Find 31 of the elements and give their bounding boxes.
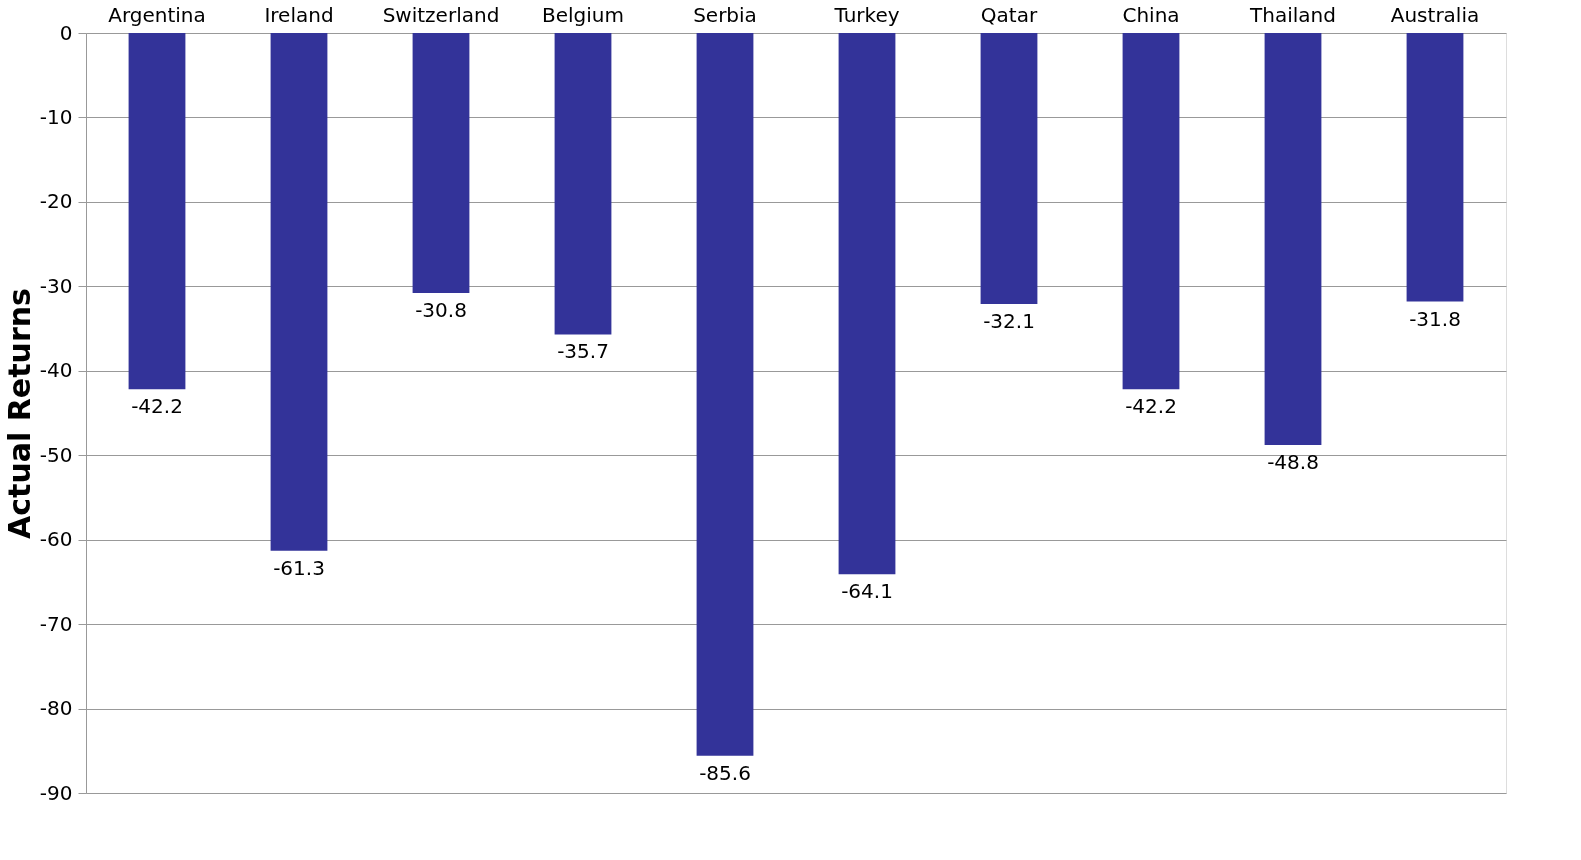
data-label: -32.1	[983, 309, 1035, 334]
y-tick-label: -70	[39, 611, 73, 636]
x-tick-label: Switzerland	[382, 2, 500, 27]
data-label: -35.7	[557, 339, 609, 364]
x-tick-label: Australia	[1390, 2, 1480, 27]
x-tick-label: Qatar	[980, 2, 1038, 27]
y-tick-label: -30	[39, 273, 73, 298]
y-tick-label: -60	[39, 527, 73, 552]
data-label: -31.8	[1409, 306, 1461, 331]
x-tick-label: Thailand	[1249, 2, 1336, 27]
x-tick-label: Argentina	[108, 2, 206, 27]
data-label: -42.2	[1125, 394, 1177, 419]
y-tick-label: -90	[39, 780, 73, 805]
y-tick-label: -10	[39, 104, 73, 129]
data-label: -64.1	[841, 579, 893, 604]
x-tick-label: Turkey	[833, 2, 900, 27]
x-tick-label: Belgium	[542, 2, 624, 27]
data-label: -85.6	[699, 760, 751, 785]
data-label: -42.2	[131, 394, 183, 419]
data-label: -30.8	[415, 298, 467, 323]
data-label: -61.3	[273, 555, 325, 580]
y-tick-label: -40	[39, 358, 73, 383]
x-tick-label: Serbia	[693, 2, 757, 27]
x-tick-label: China	[1122, 2, 1180, 27]
x-tick-label: Ireland	[264, 2, 334, 27]
y-tick-label: -50	[39, 442, 73, 467]
y-tick-label: -20	[39, 189, 73, 214]
y-axis-title: Actual Returns	[1, 288, 37, 539]
data-label: -48.8	[1267, 450, 1319, 475]
y-tick-label: -80	[39, 696, 73, 721]
y-tick-label: 0	[59, 20, 73, 45]
